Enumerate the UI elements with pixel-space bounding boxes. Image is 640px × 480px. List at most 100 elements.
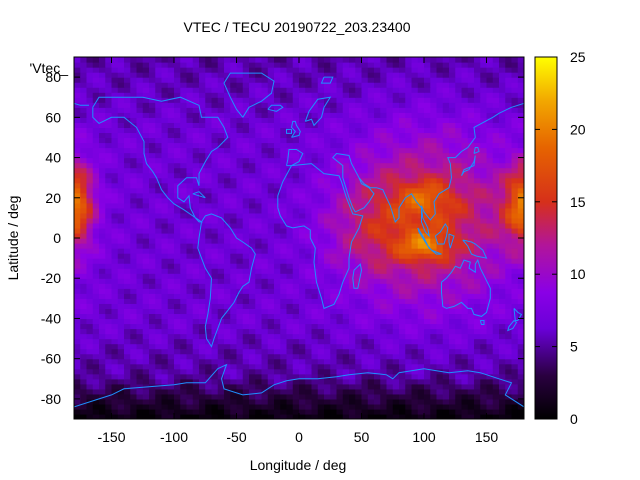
- heatmap-cell: [130, 152, 138, 159]
- heatmap-cell: [230, 313, 238, 320]
- heatmap-cell: [511, 117, 519, 123]
- heatmap-cell: [317, 383, 325, 390]
- heatmap-cell: [492, 127, 500, 134]
- heatmap-cell: [267, 117, 275, 123]
- heatmap-cell: [424, 147, 431, 154]
- heatmap-cell: [92, 278, 100, 284]
- heatmap-cell: [92, 142, 100, 149]
- heatmap-cell: [292, 232, 300, 239]
- heatmap-cell: [305, 288, 313, 294]
- heatmap-cell: [367, 258, 375, 264]
- heatmap-cell: [261, 162, 269, 169]
- heatmap-cell: [399, 398, 406, 405]
- heatmap-cell: [405, 388, 413, 395]
- heatmap-cell: [499, 283, 506, 289]
- heatmap-cell: [86, 137, 94, 144]
- heatmap-cell: [480, 202, 488, 209]
- heatmap-cell: [124, 137, 131, 144]
- heatmap-cell: [392, 413, 400, 419]
- heatmap-cell: [161, 333, 169, 340]
- heatmap-cell: [361, 378, 369, 385]
- heatmap-cell: [399, 232, 406, 239]
- heatmap-cell: [224, 227, 231, 234]
- heatmap-cell: [167, 413, 175, 419]
- heatmap-cell: [349, 142, 356, 149]
- heatmap-cell: [486, 197, 494, 204]
- heatmap-cell: [149, 298, 156, 304]
- heatmap-cell: [130, 77, 138, 83]
- heatmap-cell: [467, 393, 475, 400]
- heatmap-cell: [249, 383, 256, 390]
- heatmap-cell: [324, 373, 331, 380]
- heatmap-cell: [449, 298, 456, 304]
- heatmap-cell: [355, 288, 363, 294]
- heatmap-cell: [111, 157, 119, 164]
- heatmap-cell: [311, 92, 319, 98]
- heatmap-cell: [449, 243, 456, 249]
- heatmap-cell: [380, 202, 388, 209]
- heatmap-cell: [399, 127, 406, 134]
- heatmap-cell: [192, 207, 200, 214]
- heatmap-cell: [286, 202, 294, 209]
- heatmap-cell: [405, 167, 413, 174]
- heatmap-cell: [249, 217, 256, 224]
- heatmap-cell: [192, 243, 200, 249]
- heatmap-cell: [124, 353, 131, 360]
- heatmap-cell: [192, 127, 200, 134]
- heatmap-cell: [255, 323, 263, 330]
- heatmap-cell: [292, 393, 300, 400]
- heatmap-cell: [299, 207, 306, 214]
- heatmap-cell: [205, 192, 213, 199]
- heatmap-cell: [192, 222, 200, 229]
- heatmap-cell: [449, 167, 456, 174]
- heatmap-cell: [305, 112, 313, 118]
- heatmap-cell: [474, 227, 481, 234]
- heatmap-cell: [111, 67, 119, 73]
- heatmap-cell: [80, 263, 88, 269]
- heatmap-cell: [249, 107, 256, 113]
- heatmap-cell: [92, 258, 100, 264]
- heatmap-cell: [155, 378, 163, 385]
- heatmap-cell: [505, 197, 513, 204]
- heatmap-cell: [130, 393, 138, 400]
- heatmap-cell: [380, 232, 388, 239]
- heatmap-cell: [124, 157, 131, 164]
- heatmap-cell: [149, 393, 156, 400]
- heatmap-cell: [430, 207, 438, 214]
- heatmap-cell: [349, 172, 356, 179]
- heatmap-cell: [361, 152, 369, 159]
- heatmap-cell: [474, 117, 481, 123]
- heatmap-cell: [399, 162, 406, 169]
- heatmap-cell: [180, 253, 188, 259]
- heatmap-cell: [286, 243, 294, 249]
- heatmap-cell: [267, 182, 275, 189]
- heatmap-cell: [142, 313, 150, 320]
- heatmap-cell: [242, 177, 250, 184]
- heatmap-cell: [361, 167, 369, 174]
- heatmap-cell: [205, 358, 213, 365]
- heatmap-cell: [224, 217, 231, 224]
- heatmap-cell: [230, 338, 238, 345]
- heatmap-cell: [80, 278, 88, 284]
- heatmap-cell: [249, 333, 256, 340]
- heatmap-cell: [180, 117, 188, 123]
- heatmap-cell: [374, 77, 381, 83]
- heatmap-cell: [442, 288, 450, 294]
- heatmap-cell: [74, 172, 81, 179]
- heatmap-cell: [405, 172, 413, 179]
- heatmap-cell: [117, 187, 125, 194]
- heatmap-cell: [374, 248, 381, 254]
- heatmap-cell: [361, 278, 369, 284]
- heatmap-cell: [336, 72, 344, 78]
- heatmap-cell: [355, 318, 363, 325]
- heatmap-cell: [430, 263, 438, 269]
- heatmap-cell: [217, 147, 225, 154]
- heatmap-cell: [349, 117, 356, 123]
- heatmap-cell: [492, 207, 500, 214]
- heatmap-cell: [392, 147, 400, 154]
- heatmap-cell: [167, 368, 175, 375]
- heatmap-cell: [142, 162, 150, 169]
- heatmap-cell: [149, 363, 156, 370]
- heatmap-cell: [105, 283, 113, 289]
- heatmap-cell: [105, 378, 113, 385]
